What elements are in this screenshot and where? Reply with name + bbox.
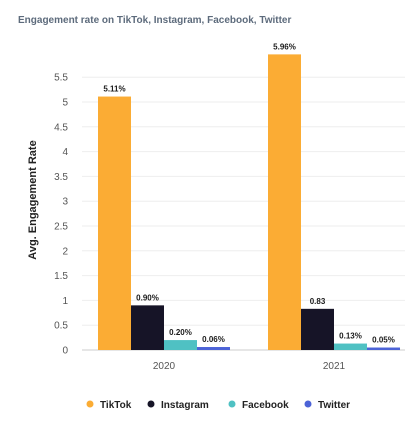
data-label: 0.90% xyxy=(136,293,159,302)
y-tick-label: 1 xyxy=(62,296,68,307)
x-tick-label: 2020 xyxy=(153,361,176,372)
y-axis-label: Avg. Engagement Rate xyxy=(27,140,39,259)
data-labels: 5.11% 0.90% 0.20% 0.06% 5.96% 0.83 0.13% 0.05% xyxy=(103,42,394,344)
bars xyxy=(98,54,400,350)
y-tick-label: 0.5 xyxy=(54,321,68,332)
y-tick-label: 2 xyxy=(62,246,68,257)
bar-tiktok-2021 xyxy=(268,54,301,350)
bar-twitter-2020 xyxy=(197,347,230,350)
y-tick-label: 4.5 xyxy=(54,122,68,133)
data-label: 0.20% xyxy=(169,328,192,337)
data-label: 0.05% xyxy=(372,336,395,345)
legend: TikTok Instagram Facebook Twitter xyxy=(86,400,350,411)
legend-label-instagram: Instagram xyxy=(161,400,209,411)
legend-label-tiktok: TikTok xyxy=(100,400,132,411)
bar-facebook-2021 xyxy=(334,343,367,350)
data-label: 5.96% xyxy=(273,42,296,51)
y-tick-label: 5 xyxy=(62,98,68,109)
y-tick-label: 0 xyxy=(62,346,68,357)
y-tick-label: 4 xyxy=(62,147,68,158)
y-tick-label: 2.5 xyxy=(54,222,68,233)
chart-title: Engagement rate on TikTok, Instagram, Fa… xyxy=(18,15,291,26)
x-tick-label: 2021 xyxy=(323,361,346,372)
x-axis-ticks: 2020 2021 xyxy=(153,361,346,372)
bar-instagram-2021 xyxy=(301,308,334,350)
legend-label-twitter: Twitter xyxy=(318,400,350,411)
bar-instagram-2020 xyxy=(131,305,164,350)
legend-marker-twitter xyxy=(304,400,312,408)
legend-label-facebook: Facebook xyxy=(242,400,289,411)
bar-twitter-2021 xyxy=(367,347,400,350)
bar-tiktok-2020 xyxy=(98,96,131,350)
data-label: 5.11% xyxy=(103,85,125,94)
legend-marker-instagram xyxy=(147,400,155,408)
data-label: 0.83 xyxy=(310,297,326,306)
legend-marker-facebook xyxy=(228,400,236,408)
data-label: 0.06% xyxy=(202,335,225,344)
y-tick-label: 5.5 xyxy=(54,73,68,84)
y-tick-label: 3.5 xyxy=(54,172,68,183)
data-label: 0.13% xyxy=(339,332,362,341)
y-axis-ticks: 0 0.5 1 1.5 2 2.5 3 3.5 4 4.5 5 5.5 xyxy=(54,73,68,357)
y-tick-label: 1.5 xyxy=(54,271,68,282)
y-tick-label: 3 xyxy=(62,197,68,208)
legend-marker-tiktok xyxy=(86,400,94,408)
bar-facebook-2020 xyxy=(164,340,197,350)
